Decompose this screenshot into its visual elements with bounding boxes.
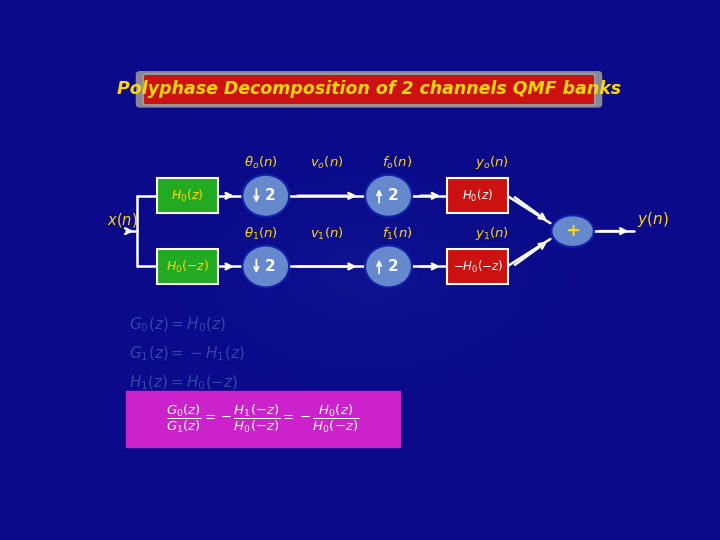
Ellipse shape	[243, 246, 289, 287]
Text: 2: 2	[265, 259, 276, 274]
Text: 2: 2	[265, 188, 276, 203]
Text: $\dfrac{G_0(z)}{G_1(z)} = -\dfrac{H_1(-z)}{H_0(-z)} = -\dfrac{H_0(z)}{H_0(-z)}$: $\dfrac{G_0(z)}{G_1(z)} = -\dfrac{H_1(-z…	[166, 403, 360, 435]
Text: 2: 2	[388, 259, 399, 274]
Text: $v_o(n)$: $v_o(n)$	[310, 155, 344, 171]
Text: $\theta_o(n)$: $\theta_o(n)$	[245, 155, 278, 171]
FancyBboxPatch shape	[157, 249, 218, 284]
Text: $G_0(z)=H_0(z)$: $G_0(z)=H_0(z)$	[129, 315, 226, 334]
Text: $H_1(z)=H_0(-z)$: $H_1(z)=H_0(-z)$	[129, 374, 238, 392]
Text: $f_o(n)$: $f_o(n)$	[382, 155, 412, 171]
Text: +: +	[565, 222, 580, 240]
Text: $-H_0(-z)$: $-H_0(-z)$	[453, 259, 503, 274]
Text: $y_1(n)$: $y_1(n)$	[474, 225, 509, 241]
FancyBboxPatch shape	[447, 249, 508, 284]
FancyBboxPatch shape	[447, 178, 508, 213]
FancyBboxPatch shape	[136, 71, 602, 107]
Ellipse shape	[365, 246, 412, 287]
Text: $H_0(z)$: $H_0(z)$	[171, 188, 204, 204]
Ellipse shape	[365, 175, 412, 217]
Ellipse shape	[243, 175, 289, 217]
Circle shape	[552, 215, 594, 247]
Text: 2: 2	[388, 188, 399, 203]
Text: $G_1(z)=-H_1(z)$: $G_1(z)=-H_1(z)$	[129, 345, 245, 363]
Text: $y(n)$: $y(n)$	[637, 210, 668, 229]
Text: $\theta_1(n)$: $\theta_1(n)$	[244, 225, 278, 241]
Text: $H_0(-z)$: $H_0(-z)$	[166, 259, 210, 274]
FancyBboxPatch shape	[126, 391, 400, 447]
Text: $v_1(n)$: $v_1(n)$	[310, 225, 344, 241]
FancyBboxPatch shape	[143, 74, 595, 105]
Text: $H_0(z)$: $H_0(z)$	[462, 188, 493, 204]
Text: $x(n)$: $x(n)$	[107, 211, 138, 229]
Text: $y_o(n)$: $y_o(n)$	[475, 154, 508, 171]
Text: $f_1(n)$: $f_1(n)$	[382, 225, 412, 241]
Text: Polyphase Decomposition of 2 channels QMF banks: Polyphase Decomposition of 2 channels QM…	[117, 80, 621, 98]
FancyBboxPatch shape	[157, 178, 218, 213]
